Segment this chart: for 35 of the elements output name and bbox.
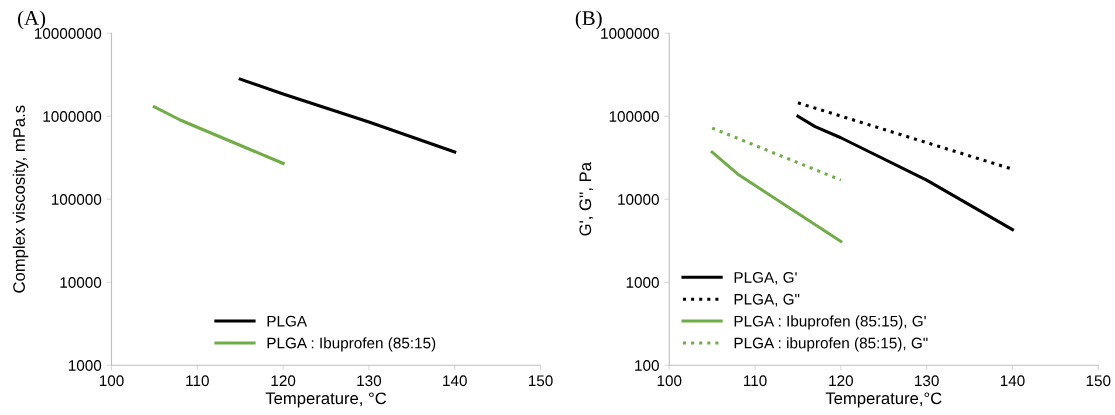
x-tick-label: 130 <box>915 375 939 387</box>
x-tick-label: 110 <box>744 375 767 387</box>
x-axis-title: Temperature, °C <box>265 392 387 408</box>
x-axis-title: Temperature,°C <box>825 392 942 408</box>
x-tick-label: 140 <box>443 375 467 387</box>
x-tick-label: 150 <box>528 375 553 387</box>
legend-label: PLGA : Ibuprofen (85:15), G' <box>734 315 926 330</box>
x-tick-label: 110 <box>186 375 209 387</box>
y-tick-label: 100000 <box>51 194 102 205</box>
x-tick-label: 150 <box>1086 375 1111 387</box>
y-tick-label: 10000 <box>618 194 659 205</box>
x-tick-label: 100 <box>99 375 124 387</box>
legend-label: PLGA, G' <box>734 271 797 285</box>
x-tick-label: 120 <box>271 375 296 387</box>
y-tick-label: 1000000 <box>43 111 102 122</box>
chart-title: (B) <box>575 10 602 30</box>
line-series <box>796 114 1014 232</box>
x-tick-label: 120 <box>829 375 853 387</box>
x-tick-label: 130 <box>357 375 382 387</box>
y-tick-label: 10000000 <box>34 28 102 39</box>
legend-label: PLGA : Ibuprofen (85:15) <box>267 337 436 352</box>
legend-label: PLGA <box>267 315 308 327</box>
y-tick-label: 100 <box>635 360 659 371</box>
y-axis-title: G', G'', Pa <box>579 162 594 236</box>
y-axis-title: Complex viscosity, mPa.s <box>12 105 29 293</box>
legend-label: PLGA, G" <box>734 293 800 307</box>
legend-label: PLGA : ibuprofen (85:15), G" <box>734 337 928 352</box>
x-tick-label: 100 <box>657 375 682 387</box>
y-tick-label: 10000 <box>60 277 102 288</box>
x-tick-label: 140 <box>1000 375 1025 387</box>
y-tick-label: 1000 <box>68 360 102 371</box>
y-tick-label: 1000000 <box>601 28 659 39</box>
y-tick-label: 100000 <box>609 111 659 122</box>
y-tick-label: 1000 <box>626 277 659 288</box>
line-series <box>238 77 457 154</box>
